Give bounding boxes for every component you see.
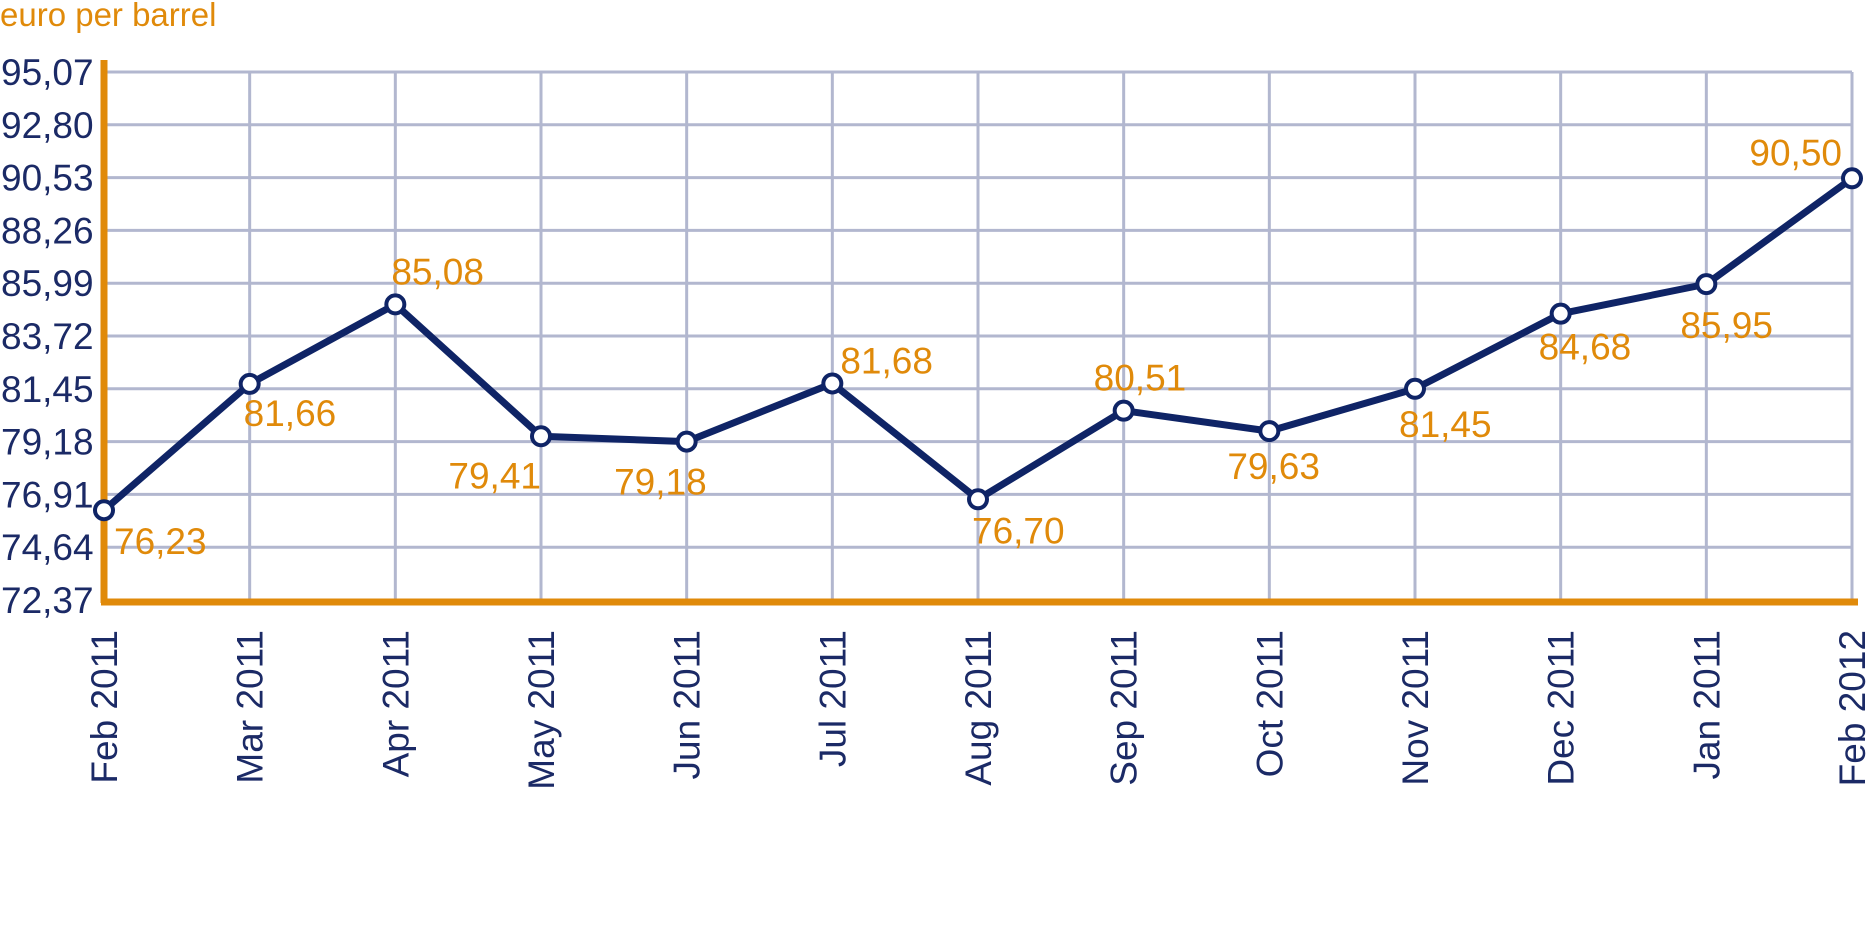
x-tick-label: Nov 2011 bbox=[1395, 630, 1436, 786]
x-tick-label: Mar 2011 bbox=[230, 630, 271, 784]
data-point bbox=[1549, 302, 1572, 325]
x-tick-label: Jun 2011 bbox=[667, 630, 708, 780]
y-tick-label: 85,99 bbox=[1, 263, 94, 304]
data-point bbox=[1695, 273, 1718, 296]
data-label: 79,41 bbox=[448, 455, 541, 496]
y-tick-label: 90,53 bbox=[1, 158, 94, 199]
data-label: 85,08 bbox=[391, 251, 484, 292]
x-tick-label: Apr 2011 bbox=[375, 630, 416, 777]
data-label: 81,66 bbox=[244, 393, 337, 434]
data-labels: 76,23 81,66 85,08 79,41 79,18 81,68 76,70 80,51… bbox=[114, 132, 1842, 562]
data-point bbox=[967, 488, 989, 511]
data-label: 76,23 bbox=[114, 521, 207, 562]
y-axis-label: euro per barrel bbox=[0, 0, 216, 33]
data-label: 90,50 bbox=[1749, 132, 1842, 173]
data-label: 79,18 bbox=[614, 462, 707, 503]
data-point bbox=[1258, 420, 1281, 443]
data-point bbox=[530, 425, 552, 448]
x-tick-label: Aug 2011 bbox=[958, 630, 999, 786]
data-point bbox=[821, 372, 844, 395]
x-tick-label: Sep 2011 bbox=[1104, 630, 1145, 786]
y-tick-label: 88,26 bbox=[1, 210, 94, 251]
y-tick-label: 83,72 bbox=[1, 316, 94, 357]
data-point bbox=[384, 293, 407, 316]
x-tick-label: Oct 2011 bbox=[1249, 630, 1290, 777]
y-tick-label: 81,45 bbox=[1, 369, 94, 410]
x-tick-label: Jul 2011 bbox=[812, 630, 853, 767]
y-tick-label: 95,07 bbox=[1, 52, 94, 93]
y-tick-label: 76,91 bbox=[1, 474, 94, 515]
y-tick-label: 92,80 bbox=[1, 105, 94, 146]
data-label: 85,95 bbox=[1680, 305, 1773, 346]
data-point bbox=[1841, 167, 1863, 190]
data-label: 81,45 bbox=[1399, 404, 1492, 445]
data-point bbox=[238, 372, 261, 395]
data-point bbox=[93, 499, 115, 522]
data-label: 81,68 bbox=[840, 340, 933, 381]
data-label: 79,63 bbox=[1227, 446, 1320, 487]
data-points bbox=[93, 167, 1863, 522]
y-tick-label: 72,37 bbox=[1, 580, 94, 621]
data-point bbox=[675, 430, 698, 453]
y-tick-labels: 72,37 74,64 76,91 79,18 81,45 83,72 85,99 88,26… bbox=[1, 52, 94, 621]
x-tick-label: Jan 2011 bbox=[1686, 630, 1727, 780]
y-tick-label: 79,18 bbox=[1, 422, 94, 463]
data-point bbox=[1112, 399, 1135, 422]
y-tick-label: 74,64 bbox=[1, 527, 94, 568]
x-tick-label: Feb 2011 bbox=[84, 630, 125, 784]
data-label: 80,51 bbox=[1094, 358, 1187, 399]
data-label: 76,70 bbox=[972, 510, 1065, 551]
x-tick-label: Feb 2012 bbox=[1832, 630, 1867, 786]
x-tick-label: May 2011 bbox=[521, 630, 562, 790]
x-tick-label: Dec 2011 bbox=[1541, 630, 1582, 786]
x-tick-labels: Feb 2011 Mar 2011 Apr 2011 May 2011 Jun 2011… bbox=[84, 630, 1867, 790]
grid-lines bbox=[104, 70, 1854, 600]
data-label: 84,68 bbox=[1539, 327, 1632, 368]
data-point bbox=[1404, 377, 1426, 400]
